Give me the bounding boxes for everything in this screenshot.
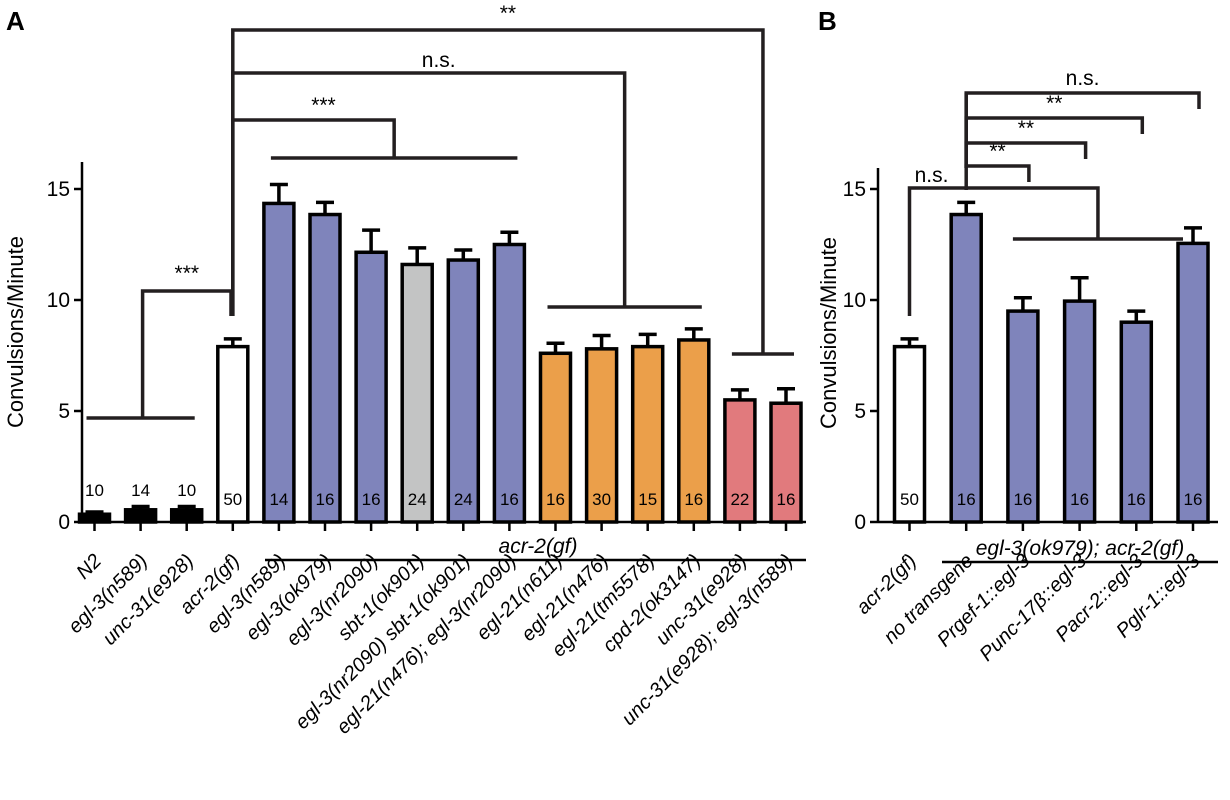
chart-b-significance-label: **: [1046, 92, 1062, 115]
chart-b-significance-label: **: [989, 140, 1005, 163]
chart-b-bar: [1176, 241, 1210, 524]
chart-a-n-label: 16: [777, 490, 796, 509]
chart-a-n-label: 10: [85, 481, 104, 500]
chart-a-bar: [492, 242, 527, 524]
chart-b-significance-bracket: [907, 186, 1100, 316]
chart-a-significance-label: ***: [311, 94, 336, 117]
chart-b-n-label: 16: [1184, 490, 1203, 509]
chart-a-n-label: 24: [454, 490, 473, 509]
chart-b-n-label: 16: [1013, 490, 1032, 509]
chart-a-y-axis-label: Convulsions/Minute: [3, 236, 28, 428]
chart-a-bar: [769, 401, 803, 524]
chart-a-bar: [630, 344, 665, 524]
chart-a-group-label: acr-2(gf): [499, 535, 578, 558]
chart-a-bar: [446, 258, 481, 524]
chart-a-n-label: 14: [269, 490, 288, 509]
chart-a-significance-label: ***: [175, 262, 200, 285]
chart-a-significance-label: **: [500, 2, 516, 25]
chart-a-bar: [216, 344, 250, 524]
chart-b-significance-label: n.s.: [915, 164, 949, 187]
chart-b-significance-bracket: [964, 164, 1031, 182]
chart-a-significance-label: n.s.: [422, 49, 456, 72]
chart-b-bar: [949, 212, 983, 524]
chart-a-y-tick-label: 0: [58, 511, 70, 534]
chart-a-bar: [354, 250, 388, 524]
chart-a-bar: [262, 201, 296, 524]
chart-b-y-tick-label: 15: [843, 178, 866, 201]
chart-a-n-label: 16: [684, 490, 703, 509]
chart-b-group-label: egl-3(ok979); acr-2(gf): [976, 537, 1185, 560]
chart-a-bar: [169, 508, 204, 524]
chart-a-n-label: 22: [730, 490, 749, 509]
chart-a-y-tick-label: 15: [47, 178, 70, 201]
chart-a-n-label: 16: [500, 490, 519, 509]
chart-a-y-tick-label: 10: [47, 289, 70, 312]
chart-a-n-label: 16: [546, 490, 565, 509]
chart-a-n-label: 16: [362, 490, 381, 509]
chart-a-bar: [400, 262, 434, 524]
chart-a-n-label: 14: [131, 481, 150, 500]
chart-a-bar: [123, 508, 158, 524]
chart-a-bar: [308, 212, 342, 524]
chart-b-n-label: 16: [1127, 490, 1146, 509]
chart-a-n-label: 24: [408, 490, 427, 509]
chart-a-n-label: 15: [638, 490, 657, 509]
chart-b: Convulsions/Minute egl-3(ok979); acr-2(g…: [816, 67, 1218, 666]
chart-b-y-tick-label: 0: [854, 511, 866, 534]
chart-b-n-label: 16: [957, 490, 976, 509]
chart-b-significance-label: **: [1018, 117, 1034, 140]
chart-a-significance-bracket: [140, 289, 233, 418]
chart-b-n-label: 16: [1070, 490, 1089, 509]
chart-a-n-label: 50: [223, 490, 242, 509]
chart-a-n-label: 10: [177, 481, 196, 500]
chart-b-y-tick-label: 10: [843, 289, 866, 312]
panel-b-label: B: [818, 6, 837, 36]
chart-b-bar: [1006, 309, 1040, 524]
chart-b-significance-label: n.s.: [1066, 67, 1100, 90]
chart-b-n-label: 50: [900, 490, 919, 509]
chart-a-y-tick-label: 5: [58, 400, 70, 423]
chart-b-bar: [1062, 299, 1097, 524]
chart-b-y-axis-label: Convulsions/Minute: [816, 237, 841, 429]
chart-a-significance-bracket: [231, 28, 765, 354]
chart-a-bar: [584, 347, 619, 524]
chart-a-bar: [677, 338, 711, 524]
chart-a-category-label: N2: [72, 550, 106, 584]
chart-a-n-label: 30: [592, 490, 611, 509]
chart-a: Convulsions/Minute acr-2(gf) 0 5 10 15 10 N2…: [3, 2, 806, 738]
panel-a-label: A: [6, 6, 25, 36]
chart-a-bar: [77, 512, 112, 524]
chart-a-n-label: 16: [316, 490, 335, 509]
chart-b-y-tick-label: 5: [854, 400, 866, 423]
